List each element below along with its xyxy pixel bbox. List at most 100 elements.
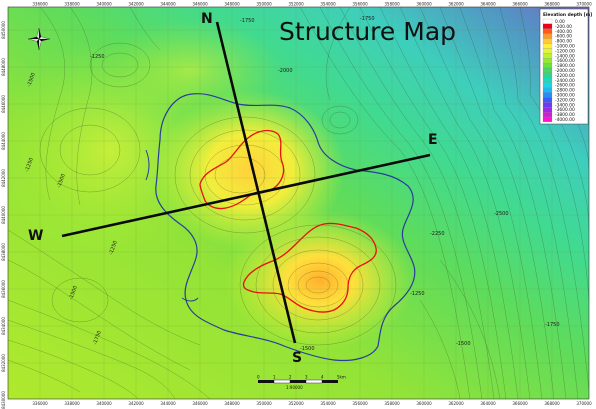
x-tick-label: 366000 [512, 401, 528, 406]
legend-label: -4000.00 [555, 117, 575, 123]
x-tick-label: 360000 [416, 2, 432, 7]
x-tick-label: 358000 [384, 401, 400, 406]
label-east: E [428, 132, 438, 148]
legend-label: -2600.00 [555, 83, 575, 89]
y-axis-ticks: 8450000 8448000 8446000 8444000 8442000 84400… [1, 21, 6, 409]
legend-label: -1200.00 [555, 48, 575, 54]
svg-text:-1750: -1750 [92, 330, 103, 346]
y-tick-label: 8434000 [1, 317, 6, 335]
y-tick-label: 8438000 [1, 243, 6, 261]
x-tick-label: 350000 [256, 401, 272, 406]
x-tick-label: 364000 [480, 2, 496, 7]
x-tick-label: 356000 [352, 401, 368, 406]
x-tick-label: 364000 [480, 401, 496, 406]
svg-text:-2000: -2000 [278, 68, 293, 74]
x-tick-label: 368000 [544, 2, 560, 7]
y-tick-label: 8440000 [1, 206, 6, 224]
crest-contour-north [199, 129, 285, 210]
legend-swatch [542, 62, 553, 69]
legend-swatch [542, 18, 553, 25]
legend-swatch [542, 53, 553, 59]
legend-swatch [542, 23, 553, 29]
svg-text:-2250: -2250 [430, 231, 445, 237]
legend-label: -2400.00 [555, 78, 575, 84]
svg-text:-1500: -1500 [300, 346, 315, 352]
x-tick-label: 366000 [512, 2, 528, 7]
svg-text:Elevation depth [m]: Elevation depth [m] [543, 12, 592, 18]
x-tick-label: 340000 [96, 2, 112, 7]
scale-bar: 0 1 2 3 4 5km 1:90000 [257, 375, 346, 391]
y-tick-label: 8446000 [1, 95, 6, 113]
compass-rose-icon [27, 27, 51, 51]
legend-label: -3800.00 [555, 112, 575, 118]
label-north: N [201, 11, 213, 27]
svg-text:2: 2 [289, 375, 292, 380]
svg-text:-1750: -1750 [240, 18, 255, 24]
legend-swatch [542, 58, 553, 64]
legend-label: -400.00 [555, 29, 572, 35]
x-axis-ticks: 3360003360003380003380003400003400003420… [32, 2, 592, 407]
svg-text:-1500: -1500 [56, 173, 67, 189]
x-tick-label: 344000 [160, 401, 176, 406]
x-tick-label: 362000 [448, 401, 464, 406]
svg-text:0: 0 [257, 375, 260, 380]
legend-swatch [542, 28, 553, 34]
x-tick-label: 348000 [224, 2, 240, 7]
legend-label: -3400.00 [555, 102, 575, 108]
x-tick-label: 368000 [544, 401, 560, 406]
legend-label: -3000.00 [555, 93, 575, 99]
legend-swatch [542, 67, 553, 74]
legend-swatch [542, 107, 553, 113]
x-tick-label: 370000 [576, 2, 592, 7]
legend-label: -1400.00 [555, 53, 575, 59]
x-tick-label: 346000 [192, 2, 208, 7]
x-tick-label: 352000 [288, 401, 304, 406]
svg-text:-2500: -2500 [494, 211, 509, 217]
legend-swatch [542, 97, 553, 103]
legend-swatch [542, 77, 553, 83]
svg-text:1: 1 [273, 375, 276, 380]
x-tick-label: 354000 [320, 401, 336, 406]
y-tick-label: 8436000 [1, 280, 6, 298]
x-tick-label: 354000 [320, 2, 336, 7]
legend-swatch [542, 43, 553, 49]
map-title: Structure Map [279, 17, 456, 46]
legend-swatch [542, 111, 553, 118]
legend-label: 0.00 [555, 19, 565, 25]
x-tick-label: 352000 [288, 2, 304, 7]
contour-labels: -1250 -1500 -1500 -1750 -1750 -2000 -225… [24, 16, 559, 352]
y-tick-label: 8442000 [1, 169, 6, 187]
svg-text:-1500: -1500 [68, 285, 79, 301]
svg-text:4: 4 [321, 375, 324, 380]
x-tick-label: 370000 [576, 401, 592, 406]
legend-swatch [542, 87, 553, 93]
legend-label: -1000.00 [555, 44, 575, 50]
x-tick-label: 338000 [64, 401, 80, 406]
x-tick-label: 350000 [256, 2, 272, 7]
x-tick-label: 360000 [416, 401, 432, 406]
section-line-we [61, 153, 431, 238]
y-tick-label: 8450000 [1, 21, 6, 39]
legend-label: -1600.00 [555, 58, 575, 64]
x-tick-label: 344000 [160, 2, 176, 7]
x-tick-label: 342000 [128, 401, 144, 406]
legend-label: -2800.00 [555, 88, 575, 94]
y-tick-label: 8448000 [1, 58, 6, 76]
x-tick-label: 356000 [352, 2, 368, 7]
section-line-ns [215, 21, 297, 344]
svg-text:-1500: -1500 [456, 341, 471, 347]
svg-text:-1750: -1750 [360, 16, 375, 22]
y-tick-label: 8444000 [1, 132, 6, 150]
crest-contour-south [242, 222, 377, 313]
x-tick-label: 346000 [192, 401, 208, 406]
legend-swatch [542, 48, 553, 54]
legend-label: -1800.00 [555, 63, 575, 69]
legend-label: -2000.00 [555, 68, 575, 74]
x-tick-label: 342000 [128, 2, 144, 7]
svg-text:-1250: -1250 [90, 54, 105, 60]
y-tick-label: 8432000 [1, 354, 6, 372]
legend-label: -600.00 [555, 34, 572, 40]
svg-text:-1250: -1250 [24, 157, 35, 173]
